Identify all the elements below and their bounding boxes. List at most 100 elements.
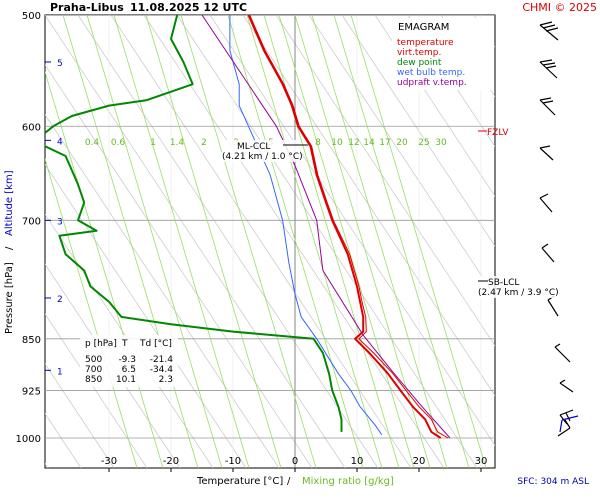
copyright: CHMI © 2025 [522,1,597,14]
mixing-ratio-label: 0.4 [85,138,100,148]
altitude-tick-label: 4 [57,137,63,147]
isotherm-line [45,263,181,468]
altitude-tick-label: 2 [57,295,63,305]
series-temperature [247,15,442,439]
mixing-ratio-line [333,15,470,468]
wind-barb [539,59,558,79]
isotherm-line [45,64,313,468]
wind-barb [554,343,571,363]
wind-barb [541,243,555,263]
series-dew-point [45,15,343,432]
mixing-ratio-line [246,15,383,468]
mixing-ratio-label: 10 [331,138,343,148]
mixing-ratio-line [311,15,448,468]
x-tick-label: -20 [163,456,179,467]
mixing-ratio-label: 20 [396,138,408,148]
isotherm-line [176,15,478,468]
sb-lcl-label: SB-LCL [488,278,519,288]
mixing-ratio-label: 25 [418,138,429,148]
mixing-ratio-line [350,15,487,468]
table-cell: -9.3 [118,355,136,365]
series-wet-bulb-temp- [229,15,383,436]
mixing-ratio-label: 14 [363,138,375,148]
isotherm-line [308,15,495,297]
mixing-ratio-line [278,15,415,468]
axis-ticks: 0.40.611.4235810121417202530-30-20-10010… [16,11,488,472]
wind-barb [559,415,579,433]
wind-barb [539,97,556,116]
mixing-ratio-line [180,15,317,468]
mixing-ratio-line [227,15,364,468]
legend-box [392,18,494,90]
isotherm-line [45,363,115,468]
isotherm-line [45,163,247,468]
altitude-tick-label: 1 [57,367,63,377]
table-header-t: T [121,339,128,349]
isotherm-line [209,15,495,447]
isotherm-line [407,15,495,148]
pressure-tick-label: 500 [22,11,41,22]
x-tick-label: 0 [292,456,298,467]
legend-temperature: temperature [397,38,454,48]
ml-ccl-label: ML-CCL [237,142,270,152]
isotherm-line [45,113,280,468]
isotherm-line [573,15,600,468]
x-tick-label: -30 [101,456,117,467]
table-header-td: Td [°C] [139,339,172,349]
mixing-ratio-label: 17 [379,138,390,148]
x-axis-label-mixing: Mixing ratio [g/kg] [302,476,394,487]
pressure-tick-label: 1000 [16,434,41,445]
fzlv-label: FZLV [487,128,509,138]
legend-updraft: udpraft v.temp. [397,78,467,88]
altitude-tick-label: 5 [57,59,63,69]
mixing-ratio-lines [45,15,487,468]
pressure-tick-label: 600 [22,122,41,133]
y-axis-label-altitude: Altitude [km] [4,170,15,236]
legend-wet-bulb: wet bulb temp. [397,68,465,78]
mixing-ratio-line [62,15,199,468]
isotherm-line [110,15,412,468]
isotherm-line [45,313,148,468]
legend-title: EMAGRAM [398,22,449,33]
mixing-ratio-line [45,70,164,468]
isotherm-line [45,462,49,468]
wind-barb [539,145,554,161]
mixing-ratio-line [86,15,223,468]
mixing-ratio-line [145,15,282,468]
y-axis-label-sep: / [4,246,15,250]
mixing-ratio-label: 1.4 [170,138,185,148]
isotherm-line [0,15,15,468]
table-cell: 6.5 [122,365,136,375]
mixing-ratio-label: 8 [315,138,321,148]
x-tick-label: 30 [475,456,488,467]
legend-dew-point: dew point [397,58,442,68]
x-axis-label-sep: / [287,476,291,487]
isotherm-line [440,15,495,98]
table-cell: 700 [85,365,102,375]
wind-barb [557,419,571,437]
isotherm-line [275,15,495,347]
mixing-ratio-label: 30 [435,138,447,148]
surface-info: SFC: 304 m ASL [517,477,589,487]
series-lines [45,15,451,439]
isotherm-line [540,15,600,468]
date-time: 11.08.2025 12 UTC [130,1,247,14]
mixing-ratio-label: 1 [150,138,156,148]
isotherm-line [374,15,495,197]
wind-barb [547,295,559,317]
wind-barbs [539,21,579,437]
table-header-p: p [hPa] [85,339,117,349]
isotherm-line [45,213,214,468]
x-axis-label-temperature: Temperature [°C] [196,476,283,487]
table-cell: -21.4 [150,355,174,365]
table-cell: -34.4 [150,365,174,375]
ml-ccl-detail: (4.21 km / 1.0 °C) [222,152,303,162]
data-table: p [hPa] T Td [°C] 500 -9.3 -21.4 700 6.5… [80,335,178,387]
isotherm-line [242,15,495,397]
x-tick-label: 10 [351,456,364,467]
wind-barb [539,193,553,213]
isotherm-line [77,15,379,468]
legend-virt-temp: virt.temp. [397,48,441,58]
series-udpraft-v-temp- [201,15,451,439]
